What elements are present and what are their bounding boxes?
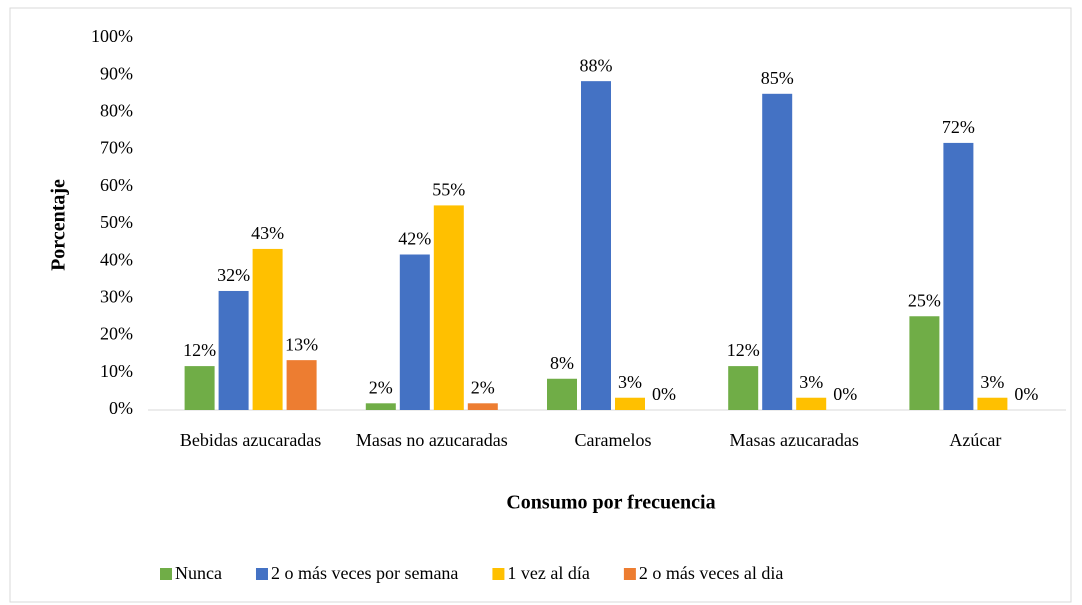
legend-swatch [492,568,505,580]
bar [762,93,793,411]
bar [615,397,645,410]
bar [399,254,430,410]
y-axis-title: Porcentaje [48,179,70,271]
data-label: 2% [471,377,495,397]
data-label: 8% [550,353,574,373]
data-label: 3% [980,372,1004,392]
legend-swatch [623,568,636,580]
data-label: 72% [942,117,975,137]
chart-border [9,7,1072,603]
data-label: 13% [285,334,318,354]
data-label: 12% [727,340,760,360]
data-label: 0% [652,384,676,404]
bar [467,403,498,410]
bar [218,290,249,410]
data-label: 3% [618,372,642,392]
legend-label: 1 vez al día [507,563,589,583]
y-tick-label: 80% [100,101,133,121]
legend-swatch [160,568,172,580]
data-label: 0% [833,384,857,404]
data-label: 42% [398,229,431,249]
bar [796,397,827,410]
y-tick-label: 70% [100,138,133,158]
legend-label: 2 o más veces al dia [639,563,783,583]
y-tick-label: 40% [100,249,133,269]
bar [581,81,611,410]
data-label: 85% [761,68,794,88]
bar [728,366,759,410]
data-label: 55% [432,180,465,200]
bar [286,360,317,410]
bar [433,205,464,410]
y-tick-label: 50% [100,212,133,232]
legend-swatch [255,568,268,580]
x-tick-label: Caramelos [574,430,652,450]
data-label: 3% [799,372,823,392]
y-tick-label: 10% [100,361,133,381]
legend-label: 2 o más veces por semana [271,563,458,583]
data-label: 88% [580,55,613,75]
y-tick-label: 100% [91,26,133,46]
data-label: 2% [369,377,393,397]
y-tick-label: 0% [109,398,133,418]
bar [365,403,396,410]
y-tick-label: 20% [100,324,133,344]
bar [943,142,974,411]
data-label: 25% [908,290,941,310]
y-tick-label: 60% [100,175,133,195]
bar [909,316,940,410]
x-tick-label: Masas no azucaradas [355,430,508,450]
bar [547,378,577,410]
x-axis-title: Consumo por frecuencia [506,492,715,514]
bar [252,248,283,410]
data-label: 32% [217,265,250,285]
bar [977,397,1008,410]
x-tick-label: Azúcar [949,430,1002,450]
data-label: 0% [1014,384,1038,404]
legend-label: Nunca [175,563,222,583]
y-tick-label: 90% [100,63,133,83]
bar [184,366,215,410]
data-label: 43% [251,223,284,243]
y-tick-label: 30% [100,287,133,307]
data-label: 12% [183,340,216,360]
x-tick-label: Bebidas azucaradas [179,430,322,450]
x-tick-label: Masas azucaradas [729,430,859,450]
